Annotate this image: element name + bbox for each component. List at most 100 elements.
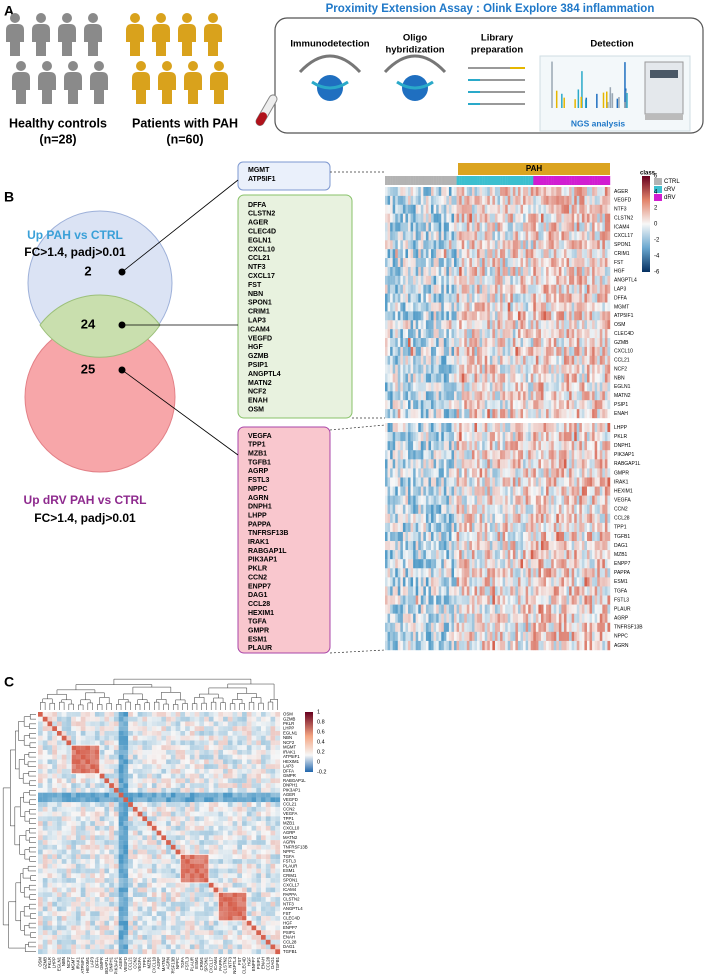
heat-cell	[533, 400, 537, 410]
heat-cell	[385, 364, 388, 374]
heat-cell	[489, 522, 493, 533]
heat-cell	[397, 222, 401, 232]
heat-cell	[494, 432, 498, 442]
heat-cell	[420, 441, 424, 451]
heat-cell	[423, 275, 427, 285]
heat-cell	[492, 311, 496, 321]
heat-cell	[482, 522, 485, 533]
heat-cell	[418, 504, 421, 514]
heat-cell	[464, 450, 468, 460]
heat-cell	[530, 338, 534, 348]
heat-cell	[607, 364, 611, 374]
heat-cell	[456, 459, 460, 469]
heat-cell	[492, 622, 496, 633]
heat-cell	[492, 504, 496, 514]
heat-cell	[530, 541, 534, 551]
heat-cell	[607, 486, 611, 496]
person-body	[184, 72, 202, 104]
heat-cell	[515, 559, 519, 569]
heat-cell	[528, 622, 531, 633]
heat-cell	[512, 355, 516, 365]
class-cell	[540, 176, 544, 185]
heat-cell	[515, 293, 519, 303]
heat-cell	[423, 541, 427, 551]
heat-cell	[566, 266, 570, 277]
venn-criteria: FC>1.4, padj>0.01	[34, 511, 136, 525]
heat-cell	[548, 382, 552, 392]
heat-cell	[540, 355, 544, 365]
heat-cell	[540, 586, 544, 596]
heat-cell	[408, 222, 411, 232]
heat-cell	[446, 459, 450, 469]
heat-cell	[533, 522, 537, 533]
heat-cell	[433, 423, 437, 433]
heat-cell	[385, 577, 388, 587]
heat-cell	[538, 187, 542, 197]
heat-cell	[431, 586, 434, 596]
corr-cell	[242, 726, 247, 732]
heat-cell	[438, 400, 442, 410]
heat-cell	[459, 258, 462, 268]
corr-cell	[42, 712, 48, 717]
heat-cell	[385, 373, 388, 383]
heat-cell	[540, 577, 544, 587]
heat-cell	[597, 266, 600, 277]
heat-cell	[413, 293, 416, 303]
heat-cell	[451, 477, 455, 487]
heat-cell	[385, 622, 388, 633]
heat-cell	[574, 613, 577, 623]
heat-cell	[581, 409, 585, 419]
heat-cell	[469, 531, 473, 542]
heat-cell	[459, 382, 462, 392]
heat-cell	[579, 604, 583, 614]
heat-cell	[438, 258, 442, 268]
heat-cell	[530, 631, 534, 642]
heat-cell	[466, 409, 470, 419]
heat-cell	[607, 231, 611, 241]
heat-cell	[538, 504, 542, 514]
heat-cell	[438, 409, 442, 419]
heat-cell	[586, 320, 590, 330]
heat-cell	[561, 231, 565, 241]
heat-cell	[553, 409, 557, 419]
heat-cell	[408, 302, 411, 312]
heat-cell	[566, 275, 570, 285]
heat-cell	[405, 586, 409, 596]
heat-cell	[579, 329, 583, 339]
heat-cell	[607, 284, 611, 294]
heat-cell	[433, 559, 437, 569]
heat-cell	[548, 432, 552, 442]
heat-cell	[392, 631, 396, 642]
heat-cell	[563, 284, 567, 294]
heat-cell	[548, 222, 552, 232]
heat-cell	[523, 432, 526, 442]
heat-cell	[607, 391, 611, 401]
heat-cell	[528, 249, 531, 259]
heat-cell	[456, 613, 460, 623]
heat-cell	[505, 459, 508, 469]
corr-cell	[61, 721, 67, 727]
heat-cell	[423, 329, 427, 339]
step-label: Detection	[590, 39, 633, 50]
heat-cell	[510, 249, 514, 259]
heat-cell	[413, 382, 416, 392]
heat-cell	[538, 622, 542, 633]
heat-cell	[456, 204, 460, 214]
heat-cell	[469, 459, 473, 469]
heat-cell	[479, 311, 483, 321]
corr-cell	[161, 721, 167, 727]
heat-cell	[408, 311, 411, 321]
heat-cell	[397, 329, 401, 339]
heat-cell	[579, 468, 583, 478]
heat-cell	[392, 249, 396, 259]
heat-cell	[441, 495, 445, 505]
heat-cell	[438, 213, 442, 223]
heat-cell	[548, 541, 552, 551]
heat-cell	[597, 249, 600, 259]
heat-cell	[385, 495, 388, 505]
heat-cell	[500, 213, 503, 223]
heat-cell	[492, 441, 496, 451]
heat-cell	[459, 213, 462, 223]
heat-cell	[500, 195, 503, 205]
heat-cell	[502, 195, 506, 205]
